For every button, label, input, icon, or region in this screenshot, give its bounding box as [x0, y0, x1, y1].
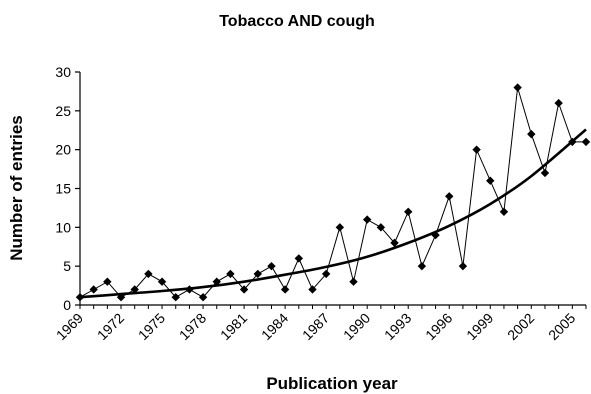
data-point-marker: [212, 277, 221, 286]
data-point-marker: [198, 293, 208, 302]
data-point-marker: [486, 176, 495, 185]
data-point-marker: [185, 285, 194, 294]
y-tick-label: 10: [55, 219, 71, 235]
data-point-marker: [417, 261, 427, 271]
y-tick-label: 25: [55, 103, 71, 119]
data-point-marker: [89, 285, 98, 294]
data-point-marker: [144, 269, 153, 279]
x-tick-label: 1978: [176, 310, 209, 343]
trend-line: [79, 128, 587, 299]
data-point-marker: [226, 269, 235, 279]
data-point-marker: [308, 285, 317, 294]
x-ticks: 1969 1972 1975 1978 1981 1984 1987 1990 1993 1996…: [53, 305, 587, 343]
y-tick-label: 15: [55, 181, 71, 197]
y-tick-label: 0: [63, 297, 71, 313]
data-point-marker: [103, 277, 112, 286]
x-tick-label: 1987: [299, 310, 332, 343]
x-tick-label: 2002: [504, 310, 537, 343]
data-point-marker: [321, 269, 331, 279]
data-point-marker: [171, 293, 180, 302]
series-layer: [75, 83, 591, 302]
x-axis-label: Publication year: [266, 374, 398, 393]
data-point-marker: [472, 145, 481, 154]
data-point-marker: [513, 83, 522, 92]
data-point-marker: [445, 192, 454, 201]
chart-title: Tobacco AND cough: [219, 13, 375, 30]
x-tick-label: 2005: [545, 310, 578, 343]
data-point-marker: [116, 293, 126, 302]
data-point-marker: [294, 254, 304, 263]
data-point-marker: [540, 168, 550, 178]
data-point-marker: [527, 129, 536, 139]
x-tick-label: 1996: [422, 310, 455, 343]
y-ticks: 0 5 10 15 20 25 30: [55, 64, 80, 313]
data-point-marker: [431, 230, 440, 240]
x-tick-label: 1990: [340, 310, 373, 343]
data-point-marker: [568, 137, 577, 147]
x-tick-label: 1969: [53, 310, 86, 343]
y-tick-label: 5: [63, 258, 71, 274]
y-tick-label: 30: [55, 64, 71, 80]
data-point-marker: [376, 223, 386, 232]
x-tick-label: 1999: [463, 310, 496, 343]
data-point-marker: [157, 277, 167, 286]
data-point-marker: [581, 137, 591, 147]
data-point-marker: [130, 285, 139, 294]
y-axis-label: Number of entries: [7, 115, 26, 260]
x-tick-label: 1993: [381, 310, 414, 343]
y-tick-label: 20: [55, 142, 71, 158]
data-point-marker: [280, 285, 290, 294]
data-point-marker: [253, 269, 262, 279]
x-tick-label: 1984: [258, 310, 291, 343]
x-tick-label: 1972: [94, 310, 127, 343]
data-point-marker: [390, 238, 399, 248]
data-point-marker: [349, 277, 358, 286]
x-tick-label: 1975: [135, 310, 168, 343]
data-point-marker: [239, 285, 249, 294]
data-point-marker: [458, 261, 468, 271]
data-point-marker: [499, 207, 509, 216]
data-point-marker: [554, 98, 563, 108]
data-point-marker: [404, 207, 413, 216]
data-point-marker: [75, 293, 85, 302]
series-line-entries: [79, 87, 586, 298]
data-point-marker: [335, 223, 345, 232]
data-point-marker: [362, 215, 372, 224]
data-point-marker: [267, 261, 276, 271]
x-tick-label: 1981: [217, 310, 250, 343]
